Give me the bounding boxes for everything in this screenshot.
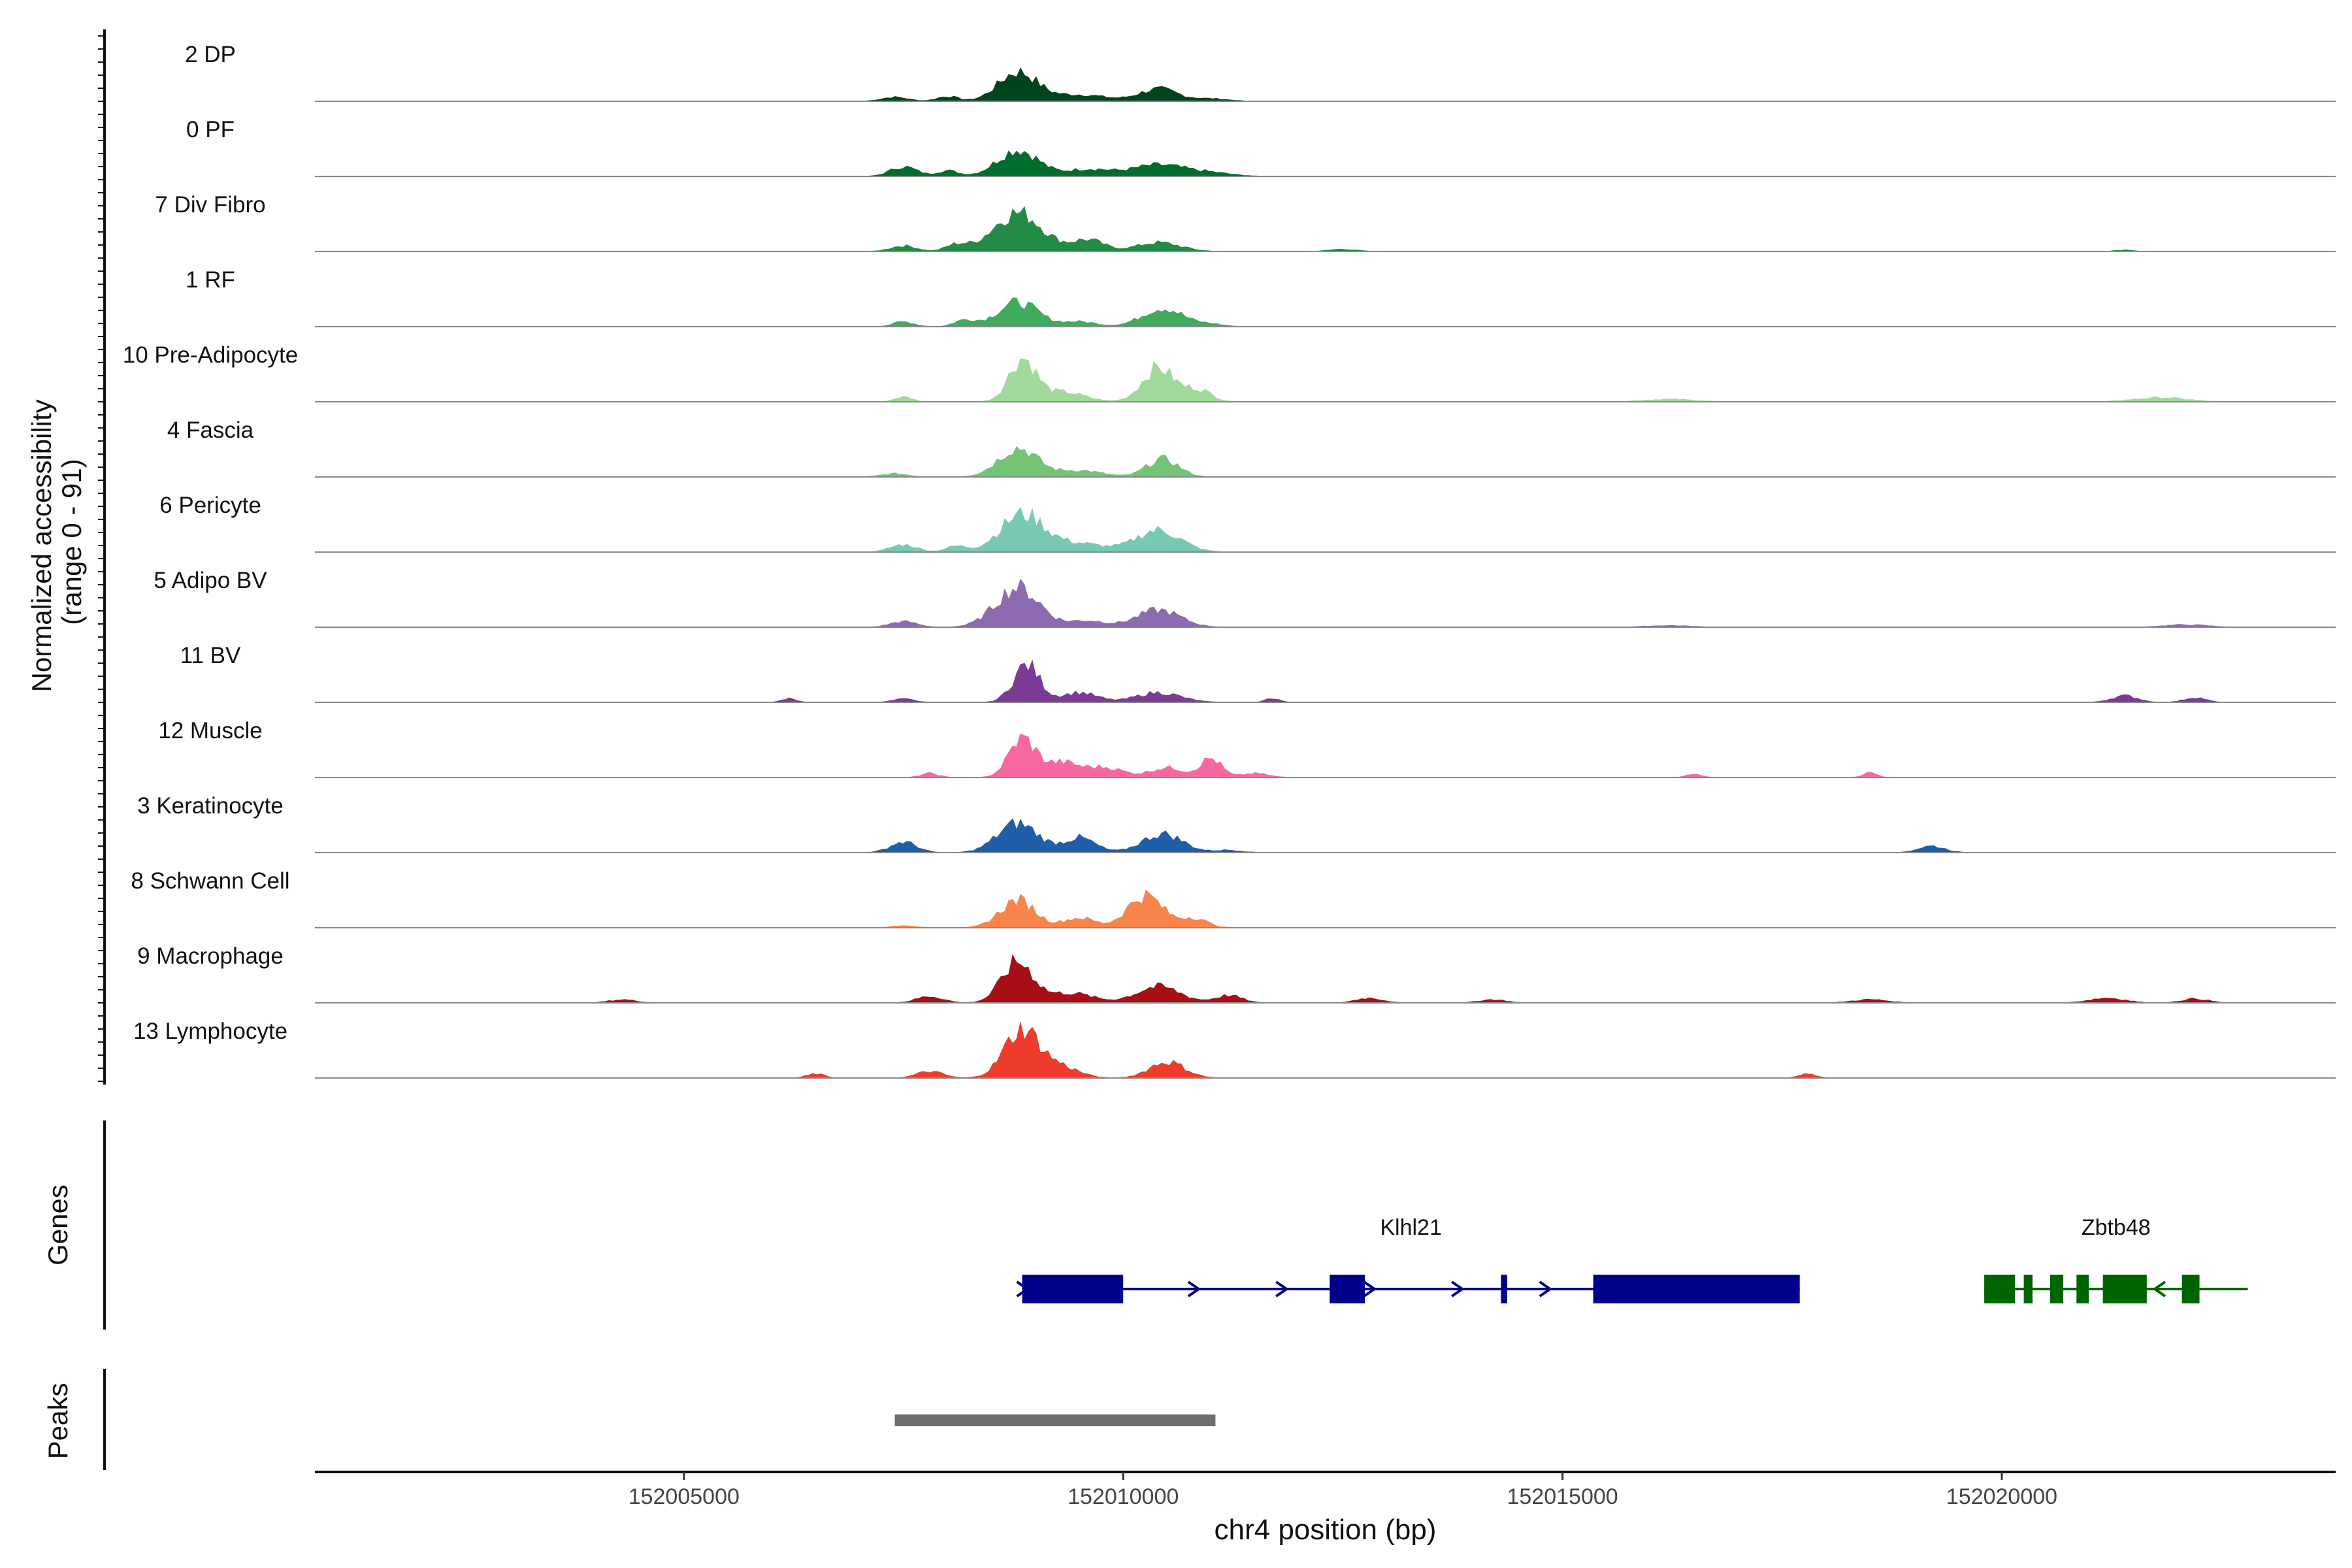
track-13-lymphocyte: 13 Lymphocyte xyxy=(133,1019,2336,1079)
strand-arrow xyxy=(1275,1281,1289,1298)
accessibility-tracks: 2 DP 0 PF 7 Div Fibro 1 RF 10 Pre-Adipocyte 4… xyxy=(123,42,2336,1079)
track-label: 8 Schwann Cell xyxy=(131,868,289,894)
track-6-pericyte: 6 Pericyte xyxy=(159,493,2336,553)
x-tick-label: 152015000 xyxy=(1507,1484,1618,1509)
gene-name: Zbtb48 xyxy=(2082,1215,2151,1240)
coverage-area xyxy=(315,1022,2336,1079)
gene-zbtb48: Zbtb48 xyxy=(1984,1215,2248,1303)
x-axis-label: chr4 position (bp) xyxy=(1215,1514,1437,1546)
x-tick-label: 152005000 xyxy=(629,1484,740,1509)
gene-exon xyxy=(2023,1275,2033,1303)
gene-name: Klhl21 xyxy=(1380,1215,1442,1240)
y-axis xyxy=(98,29,106,1085)
track-7-div-fibro: 7 Div Fibro xyxy=(155,192,2336,252)
track-4-fascia: 4 Fascia xyxy=(167,417,2336,478)
gene-exon xyxy=(1330,1275,1365,1303)
coverage-area xyxy=(315,659,2336,703)
track-label: 11 BV xyxy=(180,643,241,668)
strand-arrow xyxy=(1016,1281,1030,1298)
track-11-bv: 11 BV xyxy=(180,643,2336,703)
track-0-pf: 0 PF xyxy=(186,117,2336,177)
coverage-area xyxy=(315,954,2336,1004)
strand-arrow xyxy=(1539,1281,1553,1298)
track-10-pre-adipocyte: 10 Pre-Adipocyte xyxy=(123,342,2336,402)
y-axis-label: Normalized accessibility (range 0 - 91) xyxy=(26,392,87,693)
track-label: 10 Pre-Adipocyte xyxy=(123,342,298,368)
strand-arrow xyxy=(2152,1281,2166,1298)
strand-arrow xyxy=(1363,1281,1377,1298)
x-tick-label: 152010000 xyxy=(1068,1484,1179,1509)
track-label: 13 Lymphocyte xyxy=(133,1019,287,1044)
track-label: 3 Keratinocyte xyxy=(137,793,284,819)
peak-region xyxy=(894,1414,1216,1426)
track-label: 7 Div Fibro xyxy=(155,192,265,218)
coverage-area xyxy=(315,150,2336,177)
track-9-macrophage: 9 Macrophage xyxy=(137,943,2336,1004)
coverage-area xyxy=(315,733,2336,778)
track-12-muscle: 12 Muscle xyxy=(158,718,2336,778)
track-2-dp: 2 DP xyxy=(185,42,2336,102)
peaks-panel-label: Peaks xyxy=(42,1383,73,1460)
coverage-area xyxy=(315,818,2336,853)
coverage-area xyxy=(315,297,2336,327)
genes-panel-label: Genes xyxy=(42,1184,73,1266)
track-5-adipo-bv: 5 Adipo BV xyxy=(154,568,2336,628)
y-axis-label-line-2: (range 0 - 91) xyxy=(56,459,87,625)
gene-exon xyxy=(1593,1275,1800,1303)
track-8-schwann-cell: 8 Schwann Cell xyxy=(131,868,2336,928)
track-label: 4 Fascia xyxy=(167,417,254,443)
gene-exon xyxy=(2050,1275,2064,1303)
gene-klhl21: Klhl21 xyxy=(1016,1215,1800,1303)
strand-arrow xyxy=(1451,1281,1465,1298)
x-tick-label: 152020000 xyxy=(1946,1484,2057,1509)
y-axis-label-line-1: Normalized accessibility xyxy=(26,399,57,692)
gene-exon xyxy=(2102,1275,2147,1303)
peaks-track xyxy=(894,1414,1216,1426)
track-1-rf: 1 RF xyxy=(186,267,2336,327)
coverage-area xyxy=(315,67,2336,102)
coverage-area xyxy=(315,889,2336,928)
gene-exon xyxy=(2076,1275,2089,1303)
coverage-area xyxy=(315,578,2336,628)
coverage-area xyxy=(315,506,2336,553)
gene-exon xyxy=(1984,1275,2016,1303)
track-label: 0 PF xyxy=(186,117,235,142)
coverage-area xyxy=(315,206,2336,252)
track-label: 2 DP xyxy=(185,42,236,67)
gene-exon xyxy=(1022,1275,1124,1303)
track-label: 1 RF xyxy=(186,267,235,293)
x-axis-ticks: 152005000 152010000 152015000 152020000 xyxy=(629,1472,2057,1509)
coverage-area xyxy=(315,446,2336,478)
gene-exon xyxy=(2181,1275,2200,1303)
track-label: 6 Pericyte xyxy=(159,493,261,518)
gene-annotation-track: Klhl21 Zbtb48 xyxy=(1016,1215,2248,1303)
track-3-keratinocyte: 3 Keratinocyte xyxy=(137,793,2336,853)
track-label: 9 Macrophage xyxy=(137,943,284,969)
gene-exon xyxy=(1501,1275,1507,1303)
strand-arrow xyxy=(1187,1281,1201,1298)
track-label: 12 Muscle xyxy=(158,718,263,743)
track-label: 5 Adipo BV xyxy=(154,568,267,593)
coverage-area xyxy=(315,358,2336,402)
